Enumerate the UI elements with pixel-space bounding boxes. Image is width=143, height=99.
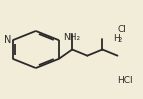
Text: HCl: HCl	[117, 76, 132, 85]
Text: NH₂: NH₂	[64, 33, 81, 42]
Text: Cl: Cl	[118, 25, 126, 34]
Text: H: H	[113, 34, 119, 43]
Text: 2: 2	[117, 37, 122, 43]
Text: N: N	[4, 35, 11, 45]
